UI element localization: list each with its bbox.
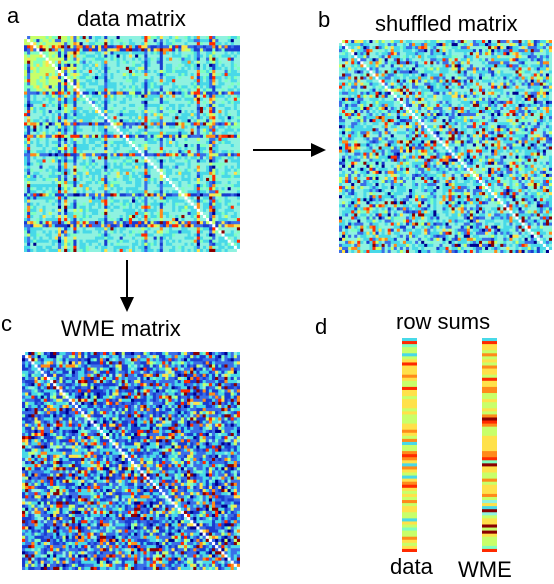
wme-matrix-heatmap [22, 352, 240, 570]
row-sums-label-wme: WME [458, 557, 512, 582]
row-sums-wme-strip [482, 338, 497, 552]
arrow-down-icon [120, 260, 134, 312]
panel-a-title: data matrix [77, 6, 186, 31]
panel-b-letter: b [318, 7, 331, 32]
data-matrix-heatmap [24, 36, 240, 252]
row-sums-data-strip [402, 338, 417, 552]
panel-a-letter: a [7, 3, 20, 28]
panel-d-letter: d [315, 314, 328, 339]
panel-c-title: WME matrix [61, 316, 181, 341]
row-sums-label-data: data [390, 554, 433, 579]
shuffled-matrix-heatmap [339, 40, 552, 253]
panel-b-title: shuffled matrix [375, 11, 518, 36]
arrow-right-icon [253, 143, 326, 157]
panel-d-title: row sums [396, 309, 491, 334]
panel-c-letter: c [1, 311, 12, 336]
